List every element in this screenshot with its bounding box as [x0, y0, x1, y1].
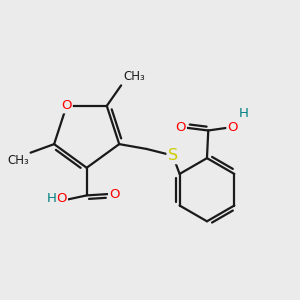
Text: S: S	[168, 148, 178, 163]
Text: CH₃: CH₃	[7, 154, 29, 167]
Text: O: O	[227, 122, 238, 134]
Text: H: H	[239, 107, 249, 120]
Text: O: O	[56, 192, 67, 205]
Text: CH₃: CH₃	[123, 70, 145, 83]
Text: H: H	[46, 192, 56, 205]
Text: O: O	[109, 188, 119, 201]
Text: O: O	[61, 99, 72, 112]
Text: O: O	[176, 122, 186, 134]
